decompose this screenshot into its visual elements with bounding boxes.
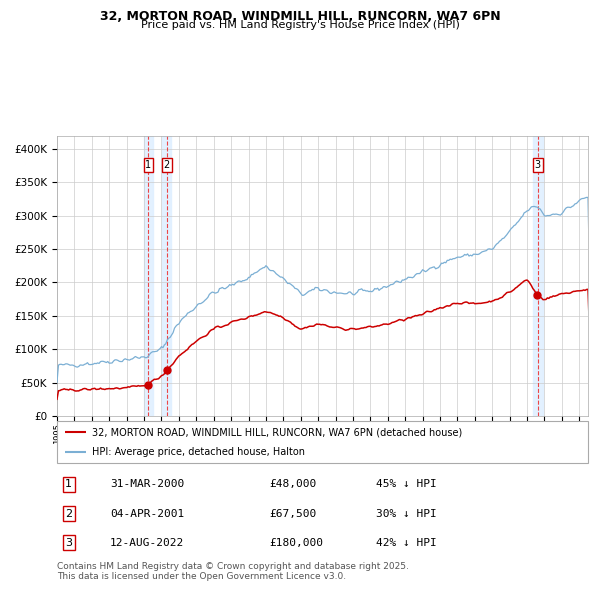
- Text: HPI: Average price, detached house, Halton: HPI: Average price, detached house, Halt…: [92, 447, 305, 457]
- Text: 04-APR-2001: 04-APR-2001: [110, 509, 184, 519]
- Text: 3: 3: [65, 538, 72, 548]
- Text: 42% ↓ HPI: 42% ↓ HPI: [376, 538, 436, 548]
- Text: 2: 2: [164, 160, 170, 170]
- Text: 3: 3: [535, 160, 541, 170]
- Text: Price paid vs. HM Land Registry's House Price Index (HPI): Price paid vs. HM Land Registry's House …: [140, 20, 460, 30]
- Text: 1: 1: [145, 160, 151, 170]
- Text: Contains HM Land Registry data © Crown copyright and database right 2025.
This d: Contains HM Land Registry data © Crown c…: [57, 562, 409, 581]
- Bar: [143, 136, 153, 416]
- Bar: [162, 136, 172, 416]
- Text: 32, MORTON ROAD, WINDMILL HILL, RUNCORN, WA7 6PN: 32, MORTON ROAD, WINDMILL HILL, RUNCORN,…: [100, 10, 500, 23]
- Text: £67,500: £67,500: [269, 509, 317, 519]
- Text: 12-AUG-2022: 12-AUG-2022: [110, 538, 184, 548]
- Text: £48,000: £48,000: [269, 480, 317, 489]
- Text: 32, MORTON ROAD, WINDMILL HILL, RUNCORN, WA7 6PN (detached house): 32, MORTON ROAD, WINDMILL HILL, RUNCORN,…: [92, 427, 462, 437]
- Text: 1: 1: [65, 480, 72, 489]
- Text: 2: 2: [65, 509, 72, 519]
- Text: 31-MAR-2000: 31-MAR-2000: [110, 480, 184, 489]
- Bar: [533, 136, 542, 416]
- Text: 45% ↓ HPI: 45% ↓ HPI: [376, 480, 436, 489]
- Text: £180,000: £180,000: [269, 538, 323, 548]
- Text: 30% ↓ HPI: 30% ↓ HPI: [376, 509, 436, 519]
